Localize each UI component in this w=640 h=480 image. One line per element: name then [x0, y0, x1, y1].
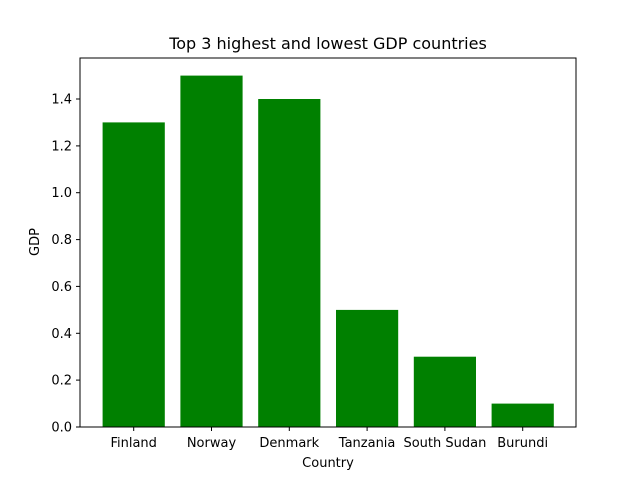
y-axis-label: GDP — [28, 228, 43, 256]
y-axis-ticks: 0.0 0.2 0.4 0.6 0.8 1.0 1.2 1.4 — [51, 93, 80, 436]
bar-tanzania — [336, 309, 399, 427]
bar-denmark — [258, 99, 321, 427]
y-tick-label: 1.2 — [51, 139, 72, 154]
y-tick-label: 0.4 — [51, 327, 72, 342]
y-tick-label: 0.0 — [51, 421, 72, 436]
bar-norway — [180, 75, 243, 427]
bar-finland — [102, 122, 165, 428]
bars-group — [102, 75, 554, 428]
bar-south-sudan — [413, 356, 476, 427]
x-tick-label: Norway — [187, 436, 237, 451]
x-tick-label: South Sudan — [403, 436, 486, 451]
x-tick-label: Tanzania — [338, 436, 396, 451]
chart-title: Top 3 highest and lowest GDP countries — [168, 34, 487, 53]
x-tick-label: Finland — [110, 436, 156, 451]
bar-burundi — [491, 403, 554, 427]
x-axis-ticks: Finland Norway Denmark Tanzania South Sudan B… — [110, 427, 548, 451]
y-tick-label: 0.6 — [51, 280, 72, 295]
y-tick-label: 1.4 — [51, 93, 72, 108]
x-tick-label: Burundi — [497, 436, 548, 451]
x-axis-label: Country — [302, 456, 354, 471]
plot-frame — [79, 57, 577, 428]
y-tick-label: 0.2 — [51, 374, 72, 389]
x-tick-label: Denmark — [259, 436, 319, 451]
y-tick-label: 0.8 — [51, 233, 72, 248]
y-tick-label: 1.0 — [51, 186, 72, 201]
